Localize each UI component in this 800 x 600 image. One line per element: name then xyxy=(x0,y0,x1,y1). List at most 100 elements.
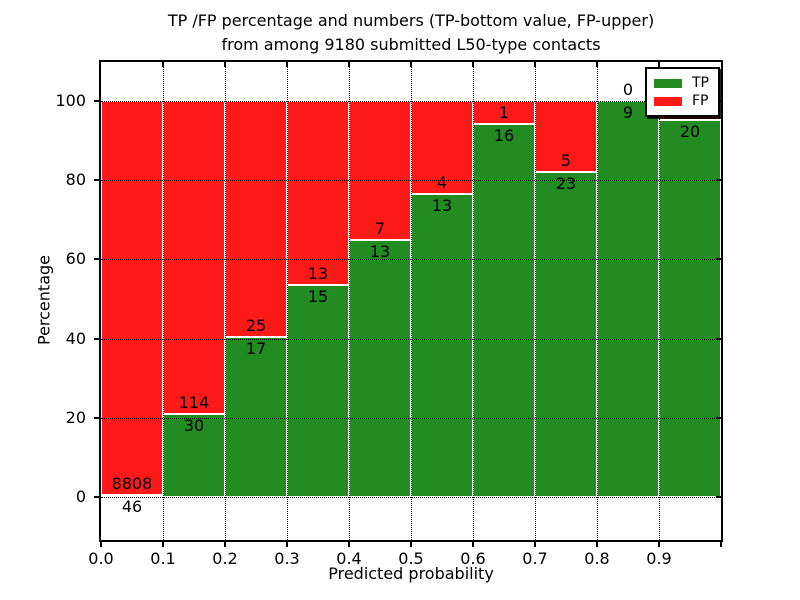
tp-bar xyxy=(597,101,659,497)
x-tick-label: 0.4 xyxy=(336,549,362,568)
tp-bar xyxy=(287,284,349,497)
legend: TP FP xyxy=(645,67,720,117)
x-tick-top xyxy=(658,62,660,67)
fp-count-label: 8808 xyxy=(111,473,153,493)
x-tick-label: 0.3 xyxy=(274,549,300,568)
y-tick-right xyxy=(716,337,721,340)
x-tick-bottom xyxy=(534,540,536,547)
fp-count-label: 25 xyxy=(245,315,267,335)
x-tick-top xyxy=(472,62,474,67)
fp-bar xyxy=(225,101,287,337)
y-tick-label: 0 xyxy=(75,486,86,506)
tp-count-label: 9 xyxy=(622,103,634,123)
x-tick-label: 0.1 xyxy=(150,549,176,568)
y-tick-left xyxy=(94,179,101,182)
y-tick-label: 80 xyxy=(65,170,86,190)
tp-bar xyxy=(349,239,411,497)
y-tick-label: 100 xyxy=(55,91,86,111)
y-tick-left xyxy=(94,416,101,419)
y-tick-right xyxy=(716,495,721,498)
y-tick-right xyxy=(716,416,721,419)
x-axis-label: Predicted probability xyxy=(328,564,494,583)
legend-label-tp: TP xyxy=(692,75,709,91)
tp-count-label: 46 xyxy=(121,496,143,516)
legend-item-tp: TP xyxy=(654,74,709,92)
x-tick-top xyxy=(286,62,288,67)
x-tick-label: 0.0 xyxy=(88,549,114,568)
y-tick-right xyxy=(716,179,721,182)
plot-area: TP FP 8808 46 114 30 25 17 13 15 7 13 4 13 1 16 5 23 0 9 2… xyxy=(55,60,723,568)
x-tick-top xyxy=(410,62,412,67)
v-gridline xyxy=(597,62,598,540)
x-tick-bottom xyxy=(286,540,288,547)
x-tick-bottom xyxy=(658,540,660,547)
tp-count-label: 15 xyxy=(307,286,329,306)
y-tick-left xyxy=(94,337,101,340)
v-gridline xyxy=(411,62,412,540)
fp-count-label: 5 xyxy=(560,150,572,170)
x-tick-bottom xyxy=(410,540,412,547)
legend-swatch-fp-icon xyxy=(654,96,682,106)
x-tick-bottom xyxy=(162,540,164,547)
fp-count-label: 1 xyxy=(498,103,510,123)
legend-swatch-tp-icon xyxy=(654,78,682,88)
chart-title: TP /FP percentage and numbers (TP-bottom… xyxy=(101,9,721,57)
y-tick-label: 60 xyxy=(65,249,86,269)
x-tick-bottom xyxy=(100,540,102,547)
tp-bar xyxy=(659,120,721,497)
fp-count-label: 13 xyxy=(307,263,329,283)
v-gridline xyxy=(225,62,226,540)
chart-title-line2: from among 9180 submitted L50-type conta… xyxy=(221,35,601,54)
x-tick-label: 0.5 xyxy=(398,549,424,568)
x-tick-label: 0.9 xyxy=(646,549,672,568)
fp-count-label: 4 xyxy=(436,173,448,193)
x-tick-label: 0.8 xyxy=(584,549,610,568)
fp-bar xyxy=(101,101,163,495)
fp-count-label: 114 xyxy=(178,393,210,413)
tp-count-label: 13 xyxy=(431,196,453,216)
tp-count-label: 23 xyxy=(555,173,577,193)
v-gridline xyxy=(473,62,474,540)
tp-count-label: 16 xyxy=(493,126,515,146)
x-tick-label: 0.6 xyxy=(460,549,486,568)
tp-bar xyxy=(163,414,225,497)
y-tick-label: 40 xyxy=(65,328,86,348)
y-tick-label: 20 xyxy=(65,407,86,427)
fp-bar xyxy=(411,101,473,195)
x-tick-top xyxy=(162,62,164,67)
tp-count-label: 13 xyxy=(369,241,391,261)
x-tick-bottom xyxy=(472,540,474,547)
tp-bar xyxy=(411,194,473,497)
y-tick-left xyxy=(94,100,101,103)
tp-count-label: 20 xyxy=(679,122,701,141)
x-tick-bottom xyxy=(348,540,350,547)
x-tick-bottom xyxy=(596,540,598,547)
legend-label-fp: FP xyxy=(692,93,709,109)
chart-title-line1: TP /FP percentage and numbers (TP-bottom… xyxy=(167,11,655,30)
tp-count-label: 30 xyxy=(183,416,205,436)
fp-count-label: 0 xyxy=(622,80,634,100)
y-tick-left xyxy=(94,495,101,498)
x-tick-label: 0.7 xyxy=(522,549,548,568)
tp-bar xyxy=(535,171,597,497)
x-tick-top xyxy=(348,62,350,67)
v-gridline xyxy=(659,62,660,540)
x-tick-top xyxy=(534,62,536,67)
fp-bar xyxy=(287,101,349,285)
x-tick-top xyxy=(224,62,226,67)
y-tick-left xyxy=(94,258,101,261)
x-tick-top xyxy=(596,62,598,67)
y-tick-right xyxy=(716,258,721,261)
fp-count-label: 7 xyxy=(374,218,386,238)
fp-bar xyxy=(163,101,225,415)
v-gridline xyxy=(349,62,350,540)
x-tick-label: 0.2 xyxy=(212,549,238,568)
tp-count-label: 17 xyxy=(245,338,267,358)
tp-bar xyxy=(101,494,163,497)
v-gridline xyxy=(163,62,164,540)
v-gridline xyxy=(535,62,536,540)
v-gridline xyxy=(287,62,288,540)
x-tick-bottom xyxy=(720,540,722,547)
x-tick-bottom xyxy=(224,540,226,547)
